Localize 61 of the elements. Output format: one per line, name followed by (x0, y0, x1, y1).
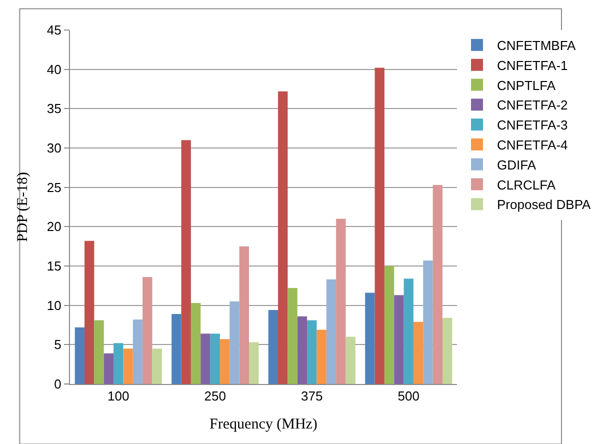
bar (94, 320, 104, 384)
x-tick-label: 375 (301, 388, 323, 404)
bar (374, 68, 384, 384)
bar (423, 260, 433, 384)
legend-label: Proposed DBPA (497, 197, 592, 212)
bar (114, 343, 124, 384)
bar (384, 266, 394, 384)
legend-label: CNFETFA-1 (497, 58, 568, 73)
bar (142, 277, 152, 384)
bar (268, 310, 278, 384)
y-axis-title: PDP (E-18) (15, 172, 32, 242)
bar (74, 327, 85, 384)
legend-label: CNFETFA-4 (497, 138, 568, 153)
bar (84, 240, 94, 384)
bar (230, 301, 240, 384)
bar (413, 322, 424, 384)
y-tick-label: 40 (46, 62, 62, 77)
bar (307, 320, 317, 384)
x-tick-label: 500 (398, 388, 420, 404)
bar (181, 140, 191, 384)
legend-label: CNFETFA-2 (497, 98, 568, 113)
y-tick-label: 25 (46, 180, 62, 195)
bar (394, 295, 404, 384)
legend-label: CNFETMBFA (497, 38, 576, 54)
x-tick-label: 250 (204, 388, 226, 404)
bar (220, 339, 230, 384)
bar (190, 302, 201, 384)
bar (404, 278, 414, 384)
legend-label: CLRCLFA (497, 177, 556, 192)
bar (210, 334, 220, 384)
bar (346, 336, 356, 384)
bar (442, 318, 452, 384)
bar (152, 348, 162, 384)
bar (172, 314, 182, 384)
y-tick-label: 15 (46, 258, 62, 274)
bar (288, 288, 298, 384)
bar (336, 218, 346, 384)
bar (132, 319, 143, 384)
legend-label: CNFETFA-3 (497, 118, 568, 133)
bar (278, 91, 288, 384)
bar (104, 353, 114, 384)
bar (432, 184, 442, 384)
bar (239, 246, 249, 384)
bar (365, 292, 375, 384)
y-tick-label: 5 (54, 337, 62, 352)
bar (200, 334, 210, 384)
y-tick-label: 0 (54, 376, 62, 392)
bar (297, 316, 308, 384)
bar (316, 330, 326, 384)
y-tick-label: 20 (46, 219, 62, 234)
x-axis-title: Frequency (MHz) (210, 416, 318, 433)
y-tick-label: 45 (46, 22, 62, 38)
x-tick-label: 100 (108, 388, 130, 404)
bar (248, 342, 259, 384)
y-tick-label: 10 (46, 298, 62, 313)
legend-label: CNPTLFA (497, 78, 556, 93)
y-tick-label: 35 (46, 101, 62, 116)
bar (326, 279, 336, 384)
legend-label: GDIFA (497, 157, 536, 172)
bar (123, 348, 133, 384)
y-tick-label: 30 (46, 140, 62, 156)
